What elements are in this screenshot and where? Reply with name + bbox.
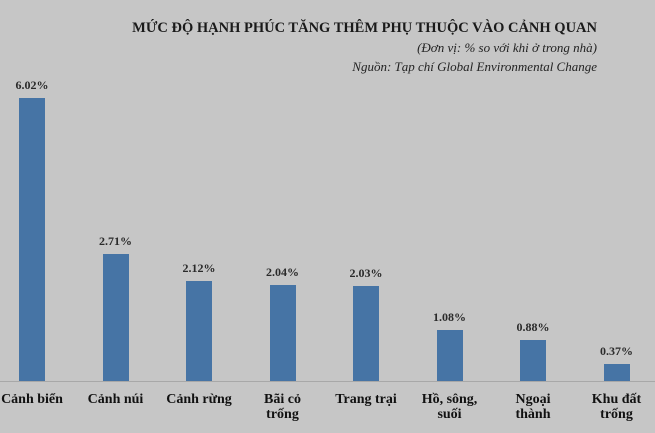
category-label-line: trống [266,407,299,422]
category-label: Ngoại thành [491,392,575,422]
category-label-line: Hồ, sông, [421,392,478,407]
bar [353,286,379,381]
chart-source: Nguồn: Tạp chí Global Environmental Chan… [352,59,597,74]
bar-value-label: 6.02% [15,78,49,92]
bar [269,285,296,381]
bar-value-label: 2.71% [99,234,132,248]
category-label-line: Bãi cỏ [264,392,301,407]
bar [186,281,212,381]
chart-title: MỨC ĐỘ HẠNH PHÚC TĂNG THÊM PHỤ THUỘC VÀO… [132,20,597,36]
bar [19,98,45,381]
category-label: Cảnh rừng [157,392,241,407]
category-label-line: Ngoại [515,392,551,407]
category-label: Trang trại [324,392,408,407]
category-label-line: Trang trại [335,392,397,407]
bar-value-label: 1.08% [433,310,466,324]
category-label-line: Cảnh núi [87,392,144,407]
bar [436,330,463,381]
category-label: Bãi cỏ trống [241,392,325,422]
category-label-line: trống [600,407,633,422]
x-axis-line [0,381,655,382]
bar-value-label: 0.37% [600,344,633,358]
category-label-line: Cảnh rừng [166,392,232,407]
bar-value-label: 2.04% [266,265,299,279]
chart-unit-subtitle: (Đơn vị: % so với khi ở trong nhà) [417,40,597,55]
category-label-line: Khu đất [591,392,642,407]
bar [603,364,630,381]
bar-value-label: 2.03% [349,266,383,280]
category-label-line: suối [437,407,462,422]
bar-value-label: 2.12% [182,261,216,275]
bar-value-label: 0.88% [516,320,550,334]
bar [102,254,129,381]
bar [520,340,546,381]
category-label-line: thành [515,407,551,422]
category-label: Khu đất trống [575,392,655,422]
category-label: Cảnh biển [0,392,74,407]
category-label-line: Cảnh biển [1,392,63,407]
category-label: Hồ, sông, suối [408,392,492,422]
category-label: Cảnh núi [74,392,158,407]
